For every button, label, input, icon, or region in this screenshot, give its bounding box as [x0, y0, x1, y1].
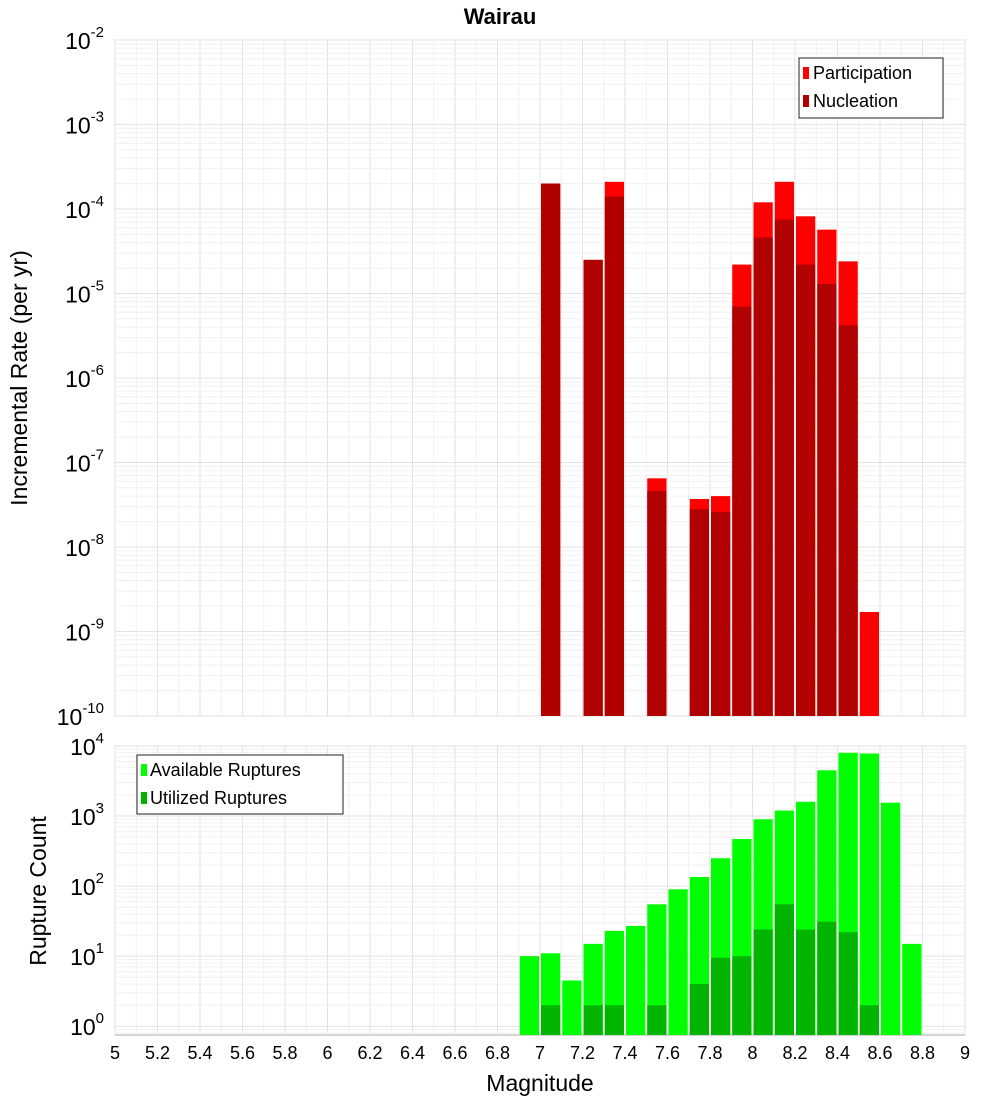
- x-tick-label: 5: [110, 1043, 120, 1063]
- x-tick-label: 7.6: [655, 1043, 680, 1063]
- bottom-bar-utilized-ruptures: [838, 932, 858, 1035]
- x-axis-label: Magnitude: [486, 1070, 593, 1096]
- bottom-y-tick-label: 100: [70, 1010, 104, 1040]
- legend-label-utilized: Utilized Ruptures: [150, 788, 287, 808]
- top-legend-box: [798, 57, 944, 119]
- top-bar-nucleation: [647, 490, 667, 716]
- x-tick-label: 6.8: [485, 1043, 510, 1063]
- top-bar-nucleation: [753, 237, 773, 717]
- top-bar-nucleation: [817, 283, 837, 716]
- x-tick-label: 5.4: [187, 1043, 212, 1063]
- bottom-bar-available-ruptures: [881, 802, 901, 1035]
- top-y-tick-label: 10-9: [65, 616, 104, 646]
- x-tick-label: 6.2: [357, 1043, 382, 1063]
- top-bar-participation: [859, 612, 879, 716]
- bottom-bar-available-ruptures: [859, 753, 879, 1035]
- x-tick-label: 5.6: [230, 1043, 255, 1063]
- x-tick-label: 5.2: [145, 1043, 170, 1063]
- top-y-tick-label: 10-10: [57, 700, 104, 730]
- top-bar-nucleation: [583, 259, 603, 716]
- legend-swatch-available: [141, 764, 147, 776]
- bottom-bar-available-ruptures: [562, 980, 582, 1035]
- top-bar-nucleation: [732, 306, 752, 716]
- top-y-tick-label: 10-7: [65, 447, 104, 477]
- bottom-bar-available-ruptures: [626, 925, 646, 1035]
- x-tick-label: 5.8: [272, 1043, 297, 1063]
- x-tick-label: 8: [747, 1043, 757, 1063]
- bottom-bar-utilized-ruptures: [859, 1005, 879, 1035]
- top-legend: Participation Nucleation: [798, 57, 944, 119]
- bottom-bar-utilized-ruptures: [753, 929, 773, 1035]
- x-tick-label: 8.4: [825, 1043, 850, 1063]
- bottom-y-tick-label: 103: [70, 800, 104, 830]
- bottom-panel: 100 101 102 103 104 5 5.2 5.4 5.6 5.8 6 6.2 6.4 6.6 6…: [25, 730, 970, 1096]
- bottom-bar-utilized-ruptures: [817, 921, 837, 1035]
- x-tick-label: 7.8: [697, 1043, 722, 1063]
- top-bar-nucleation: [541, 183, 561, 716]
- x-tick-labels: 5 5.2 5.4 5.6 5.8 6 6.2 6.4 6.6 6.8 7 7.2 7.4 7.6 7.8 8…: [110, 1043, 970, 1063]
- chart-title: Wairau: [464, 4, 537, 29]
- bottom-bar-utilized-ruptures: [583, 1005, 603, 1035]
- x-tick-label: 6: [322, 1043, 332, 1063]
- top-bar-nucleation: [689, 509, 709, 716]
- legend-label-nucleation: Nucleation: [813, 91, 898, 111]
- x-tick-label: 8.2: [782, 1043, 807, 1063]
- top-y-tick-label: 10-6: [65, 362, 104, 392]
- bottom-bar-utilized-ruptures: [774, 904, 794, 1035]
- bottom-bar-utilized-ruptures: [604, 1005, 624, 1035]
- top-bar-nucleation: [796, 264, 816, 716]
- top-gridlines: [114, 39, 966, 717]
- bottom-bar-utilized-ruptures: [689, 984, 709, 1035]
- x-tick-label: 7.4: [612, 1043, 637, 1063]
- bottom-bar-available-ruptures: [647, 904, 667, 1035]
- top-bar-nucleation: [604, 196, 624, 717]
- x-tick-label: 8.8: [910, 1043, 935, 1063]
- bottom-bars: [519, 752, 922, 1035]
- bottom-y-tick-label: 101: [70, 940, 104, 970]
- bottom-y-axis-label: Rupture Count: [25, 816, 51, 966]
- legend-swatch-participation: [803, 67, 809, 79]
- x-tick-label: 8.6: [867, 1043, 892, 1063]
- top-bar-nucleation: [711, 511, 731, 716]
- bottom-bar-utilized-ruptures: [541, 1005, 561, 1035]
- legend-label-participation: Participation: [813, 63, 912, 83]
- bottom-bar-available-ruptures: [902, 943, 922, 1035]
- bottom-y-tick-labels: 100 101 102 103 104: [70, 730, 104, 1040]
- x-tick-label: 9: [960, 1043, 970, 1063]
- top-bar-nucleation: [774, 219, 794, 717]
- bottom-bar-available-ruptures: [519, 956, 539, 1035]
- x-tick-label: 6.4: [400, 1043, 425, 1063]
- bottom-bar-utilized-ruptures: [796, 929, 816, 1035]
- top-y-tick-label: 10-3: [65, 109, 104, 139]
- x-tick-label: 6.6: [442, 1043, 467, 1063]
- top-y-tick-label: 10-2: [65, 24, 104, 54]
- legend-swatch-utilized: [141, 792, 147, 804]
- bottom-legend: Available Ruptures Utilized Ruptures: [136, 754, 344, 815]
- top-bar-nucleation: [838, 325, 858, 716]
- top-y-tick-label: 10-5: [65, 278, 104, 308]
- top-y-tick-labels: 10-10 10-9 10-8 10-7 10-6 10-5 10-4 10-3 10-2: [57, 24, 104, 730]
- bottom-bar-utilized-ruptures: [647, 1005, 667, 1035]
- bottom-y-tick-label: 104: [70, 730, 104, 760]
- bottom-bar-utilized-ruptures: [732, 956, 752, 1035]
- top-y-tick-label: 10-4: [65, 193, 104, 223]
- top-bars: [541, 181, 879, 717]
- bottom-y-tick-label: 102: [70, 870, 104, 900]
- x-tick-label: 7.2: [570, 1043, 595, 1063]
- bottom-legend-box: [136, 754, 344, 815]
- top-panel: 10-10 10-9 10-8 10-7 10-6 10-5 10-4 10-3 10-2 In…: [6, 24, 966, 730]
- top-y-axis-label: Incremental Rate (per yr): [6, 250, 32, 506]
- legend-label-available: Available Ruptures: [150, 760, 301, 780]
- bottom-bar-utilized-ruptures: [711, 957, 731, 1035]
- top-y-tick-label: 10-8: [65, 531, 104, 561]
- legend-swatch-nucleation: [803, 95, 809, 107]
- x-tick-label: 7: [535, 1043, 545, 1063]
- bottom-bar-available-ruptures: [668, 889, 688, 1035]
